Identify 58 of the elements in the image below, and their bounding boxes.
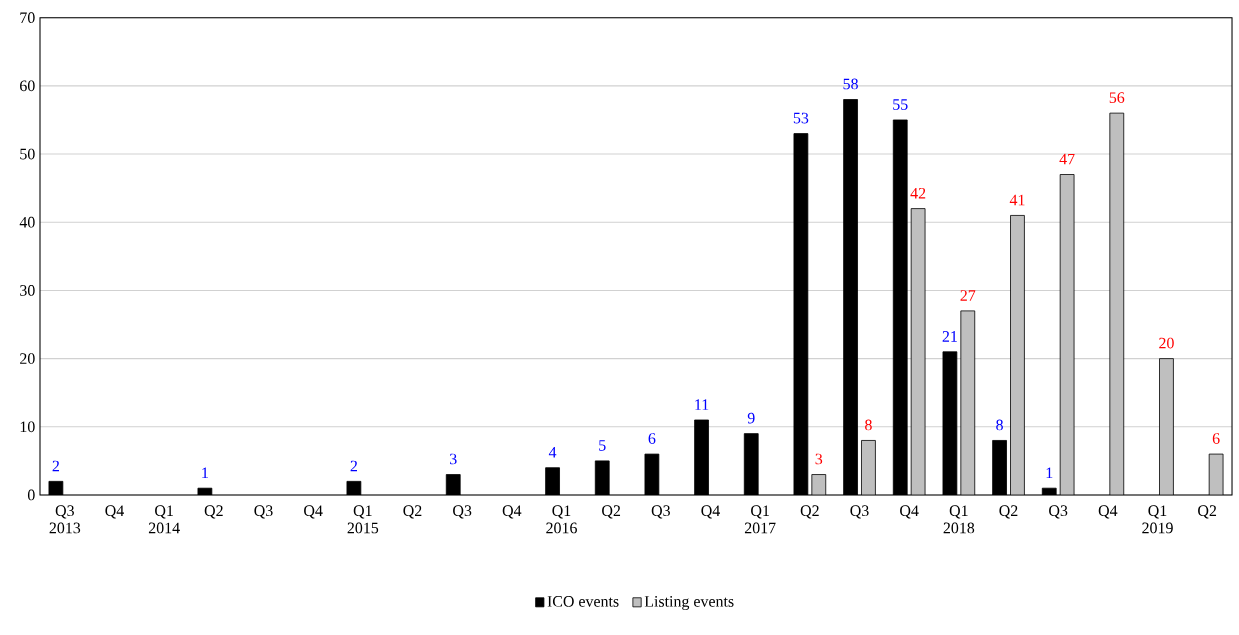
data-label: 6 bbox=[1212, 433, 1220, 444]
data-label: 55 bbox=[893, 99, 908, 110]
legend-label: ICO events bbox=[547, 596, 619, 607]
x-tick-label: Q1 2014 bbox=[148, 505, 180, 534]
data-label: 2 bbox=[350, 460, 357, 472]
x-tick-label: Q2 bbox=[204, 505, 223, 519]
y-tick-label: 40 bbox=[19, 216, 35, 228]
x-tick-label: Q1 2015 bbox=[347, 505, 379, 534]
data-label: 58 bbox=[843, 78, 858, 90]
x-tick-label: Q2 bbox=[800, 505, 819, 519]
x-tick-label: Q1 2018 bbox=[943, 505, 975, 534]
data-label: 9 bbox=[747, 412, 755, 424]
y-tick-label: 30 bbox=[20, 285, 35, 296]
data-label: 2 bbox=[52, 460, 59, 472]
data-label: 20 bbox=[1159, 337, 1174, 349]
data-label: 8 bbox=[865, 419, 872, 431]
y-tick-label: 50 bbox=[20, 148, 35, 160]
x-tick-label: Q4 bbox=[304, 505, 323, 519]
x-tick-label: Q3 2013 bbox=[49, 505, 81, 534]
x-tick-label: Q3 bbox=[651, 505, 670, 519]
x-tick-label: Q2 bbox=[999, 505, 1018, 519]
x-tick-label: Q4 bbox=[900, 505, 919, 519]
data-label: 21 bbox=[942, 331, 957, 342]
x-tick-label: Q2 bbox=[602, 505, 621, 519]
y-tick-label: 10 bbox=[20, 421, 35, 433]
data-label: 3 bbox=[815, 453, 823, 465]
data-label: 41 bbox=[1009, 194, 1025, 206]
y-tick-label: 20 bbox=[20, 353, 35, 364]
x-tick-label: Q3 bbox=[1049, 505, 1068, 519]
legend-label: Listing events bbox=[644, 596, 734, 611]
x-tick-label: Q1 2017 bbox=[744, 505, 776, 534]
y-tick-label: 70 bbox=[20, 12, 35, 24]
data-label: 1 bbox=[202, 467, 208, 479]
data-label: 5 bbox=[599, 440, 606, 451]
data-label: 3 bbox=[450, 453, 457, 465]
data-label: 53 bbox=[793, 112, 809, 124]
data-label: 56 bbox=[1109, 92, 1125, 103]
x-tick-label: Q4 bbox=[105, 505, 124, 519]
y-tick-label: 0 bbox=[27, 489, 35, 501]
x-tick-label: Q2 bbox=[403, 505, 422, 519]
data-label: 6 bbox=[648, 433, 656, 444]
x-tick-label: Q1 2016 bbox=[546, 505, 577, 534]
data-label: 8 bbox=[996, 419, 1003, 431]
x-tick-label: Q2 bbox=[1198, 505, 1217, 519]
x-tick-label: Q3 bbox=[254, 505, 273, 519]
y-tick-label: 60 bbox=[20, 80, 35, 92]
data-label: 1 bbox=[1046, 467, 1053, 479]
data-label: 4 bbox=[548, 447, 557, 458]
x-tick-label: Q4 bbox=[1098, 505, 1118, 519]
data-label: 27 bbox=[960, 290, 976, 301]
x-tick-label: Q1 2019 bbox=[1142, 505, 1173, 534]
data-label: 42 bbox=[910, 187, 926, 199]
x-tick-label: Q4 bbox=[502, 505, 522, 519]
data-label: 11 bbox=[695, 399, 709, 410]
x-tick-label: Q4 bbox=[701, 505, 721, 519]
x-tick-label: Q3 bbox=[850, 505, 869, 519]
data-label: 47 bbox=[1059, 153, 1075, 165]
x-tick-label: Q3 bbox=[453, 505, 472, 519]
